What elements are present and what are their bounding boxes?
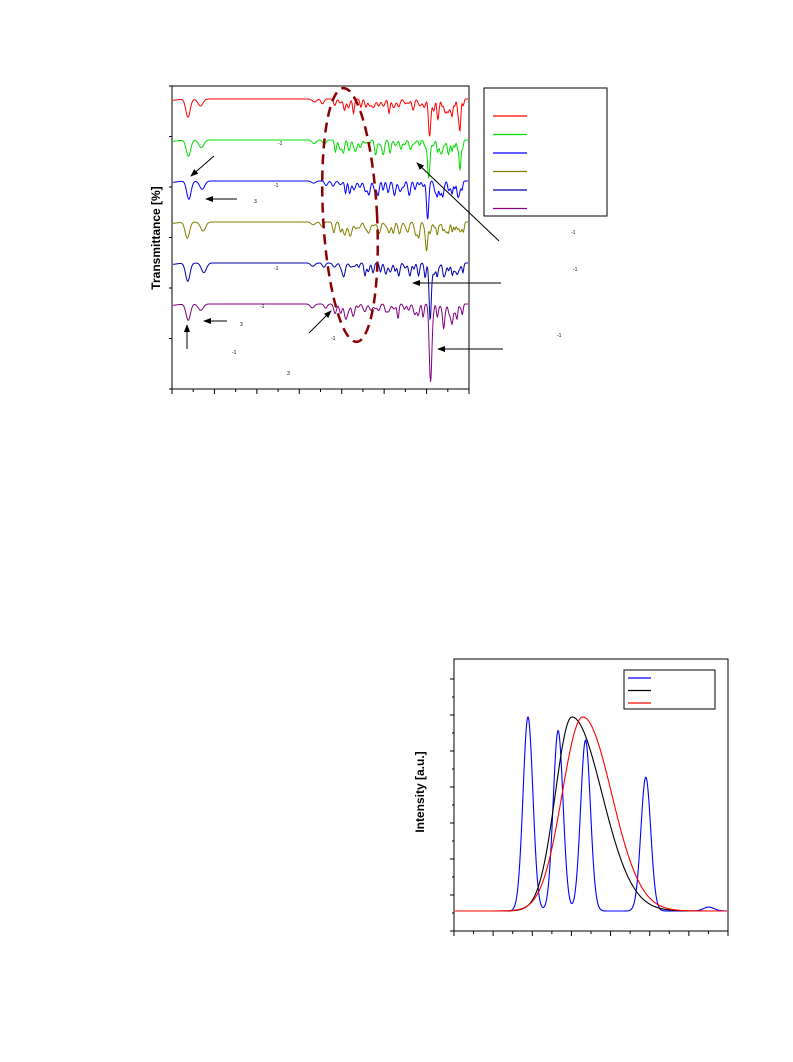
ir-series-line-6 <box>172 303 468 382</box>
ir-annotation-4: -1 <box>274 266 279 272</box>
ir-y-axis-label: Transmittance [%] <box>149 186 163 289</box>
intensity-y-axis-ticks <box>450 678 454 932</box>
intensity-legend <box>628 677 651 704</box>
ir-annotation-9: -1 <box>571 230 576 236</box>
ir-legend-box <box>483 87 608 217</box>
ir-arrow-1 <box>190 155 215 177</box>
ir-annotation-10: -1 <box>573 267 578 273</box>
ir-annotation-1: -1 <box>278 141 283 147</box>
ir-series-group <box>172 98 468 382</box>
ir-spectra-chart: -1 -1 3 -1 -1 3 -1 -1 -1 -1 3 -1 Transmi… <box>149 85 608 394</box>
ir-plot-frame <box>171 85 470 390</box>
ir-annotation-12: -1 <box>557 333 562 339</box>
ir-series-line-5 <box>172 262 468 321</box>
intensity-x-axis-ticks <box>453 931 729 936</box>
intensity-series-line-1 <box>455 715 727 912</box>
intensity-chart: Intensity [a.u.] <box>413 658 729 936</box>
ir-arrow-5 <box>308 310 332 334</box>
ir-legend <box>493 115 527 210</box>
ir-annotation-11: 3 <box>287 371 290 377</box>
ir-series-line-2 <box>172 139 468 179</box>
ir-annotation-6: 3 <box>240 322 243 328</box>
ir-arrow-6 <box>416 162 500 242</box>
ir-annotation-7: -1 <box>331 336 336 342</box>
ir-y-axis-ticks <box>169 85 172 390</box>
ir-series-line-3 <box>172 180 468 220</box>
ir-series-line-4 <box>172 221 468 252</box>
ir-annotation-5: -1 <box>260 304 265 310</box>
ir-arrows <box>184 155 503 352</box>
ir-x-axis-ticks <box>171 389 470 394</box>
ir-annotation-3: 3 <box>254 199 257 205</box>
intensity-series-group <box>455 715 727 912</box>
ir-series-line-1 <box>172 98 468 137</box>
ir-highlight-ellipse <box>320 86 380 344</box>
intensity-series-line-3 <box>455 716 727 912</box>
ir-annotation-2: -1 <box>274 183 279 189</box>
intensity-y-axis-label: Intensity [a.u.] <box>413 751 427 832</box>
ir-annotation-8: -1 <box>232 350 237 356</box>
